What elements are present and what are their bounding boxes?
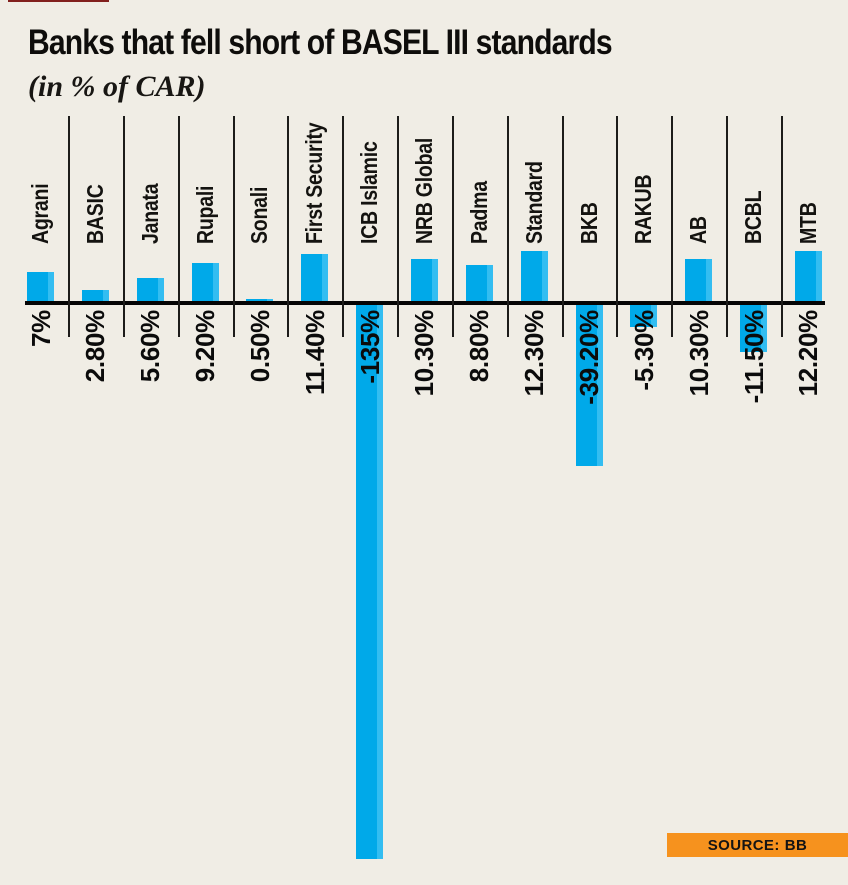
category-label: Standard xyxy=(520,161,547,244)
column-divider xyxy=(451,116,454,337)
bar-icb-islamic xyxy=(356,305,384,859)
value-label: 12.30% xyxy=(519,310,550,397)
value-label: 8.80% xyxy=(464,310,495,383)
bar-sonali xyxy=(246,298,274,301)
category-label: Padma xyxy=(465,181,492,244)
column-divider xyxy=(671,116,674,337)
bar-agrani xyxy=(27,272,54,301)
category-label: MTB xyxy=(794,202,821,244)
category-label: Janata xyxy=(136,183,163,244)
source-value: BB xyxy=(784,836,808,854)
bar-first-security xyxy=(301,254,329,301)
value-label: 10.30% xyxy=(409,310,440,397)
value-label: 12.20% xyxy=(793,310,824,397)
category-label: BKB xyxy=(575,202,602,244)
column-divider xyxy=(726,116,729,337)
column-divider xyxy=(506,116,509,337)
value-label: -11.50% xyxy=(738,310,769,404)
category-label: Sonali xyxy=(246,186,273,244)
x-axis-line xyxy=(25,301,825,305)
category-label: BASIC xyxy=(81,184,108,244)
column-divider xyxy=(177,116,180,337)
value-label: 2.80% xyxy=(80,310,111,383)
top-rule xyxy=(8,0,109,2)
chart-subtitle: (in % of CAR) xyxy=(28,70,206,103)
source-badge: SOURCE: BB xyxy=(667,833,848,857)
column-divider xyxy=(232,116,235,337)
category-label: AB xyxy=(685,216,712,244)
bar-bkb xyxy=(575,305,603,466)
value-label: 9.20% xyxy=(190,310,221,383)
chart-title: Banks that fell short of BASEL III stand… xyxy=(28,23,613,62)
bar-padma xyxy=(465,264,493,301)
bar-janata xyxy=(136,278,164,301)
column-divider xyxy=(561,116,564,337)
bar-ab xyxy=(685,258,713,301)
category-label: First Security xyxy=(301,122,328,244)
category-label: NRB Global xyxy=(410,137,437,244)
column-divider xyxy=(397,116,399,337)
column-divider xyxy=(781,116,783,337)
column-divider xyxy=(616,116,619,337)
bar-mtb xyxy=(794,251,822,301)
bar-rupali xyxy=(191,263,219,301)
bar-bcbl xyxy=(740,305,768,353)
category-label: RAKUB xyxy=(630,174,657,244)
bar-nrb-global xyxy=(410,258,438,301)
value-label: 0.50% xyxy=(244,310,275,383)
bar-basic xyxy=(81,289,109,301)
value-label: -135% xyxy=(354,310,385,384)
value-label: 5.60% xyxy=(135,310,166,383)
value-label: 11.40% xyxy=(299,310,330,395)
column-divider xyxy=(287,116,290,337)
column-divider xyxy=(67,116,70,337)
column-divider xyxy=(342,116,345,337)
value-label: -5.30% xyxy=(628,310,659,391)
source-label: SOURCE: xyxy=(707,836,780,854)
bar-rakub xyxy=(630,305,658,327)
category-label: BCBL xyxy=(740,190,767,244)
category-label: ICB Islamic xyxy=(356,141,383,244)
bar-standard xyxy=(520,250,548,301)
value-label: 10.30% xyxy=(683,310,714,397)
value-label: 7% xyxy=(25,310,56,347)
category-label: Agrani xyxy=(27,183,53,244)
value-label: -39.20% xyxy=(574,310,604,405)
category-label: Rupali xyxy=(191,185,218,244)
column-divider xyxy=(122,116,125,337)
